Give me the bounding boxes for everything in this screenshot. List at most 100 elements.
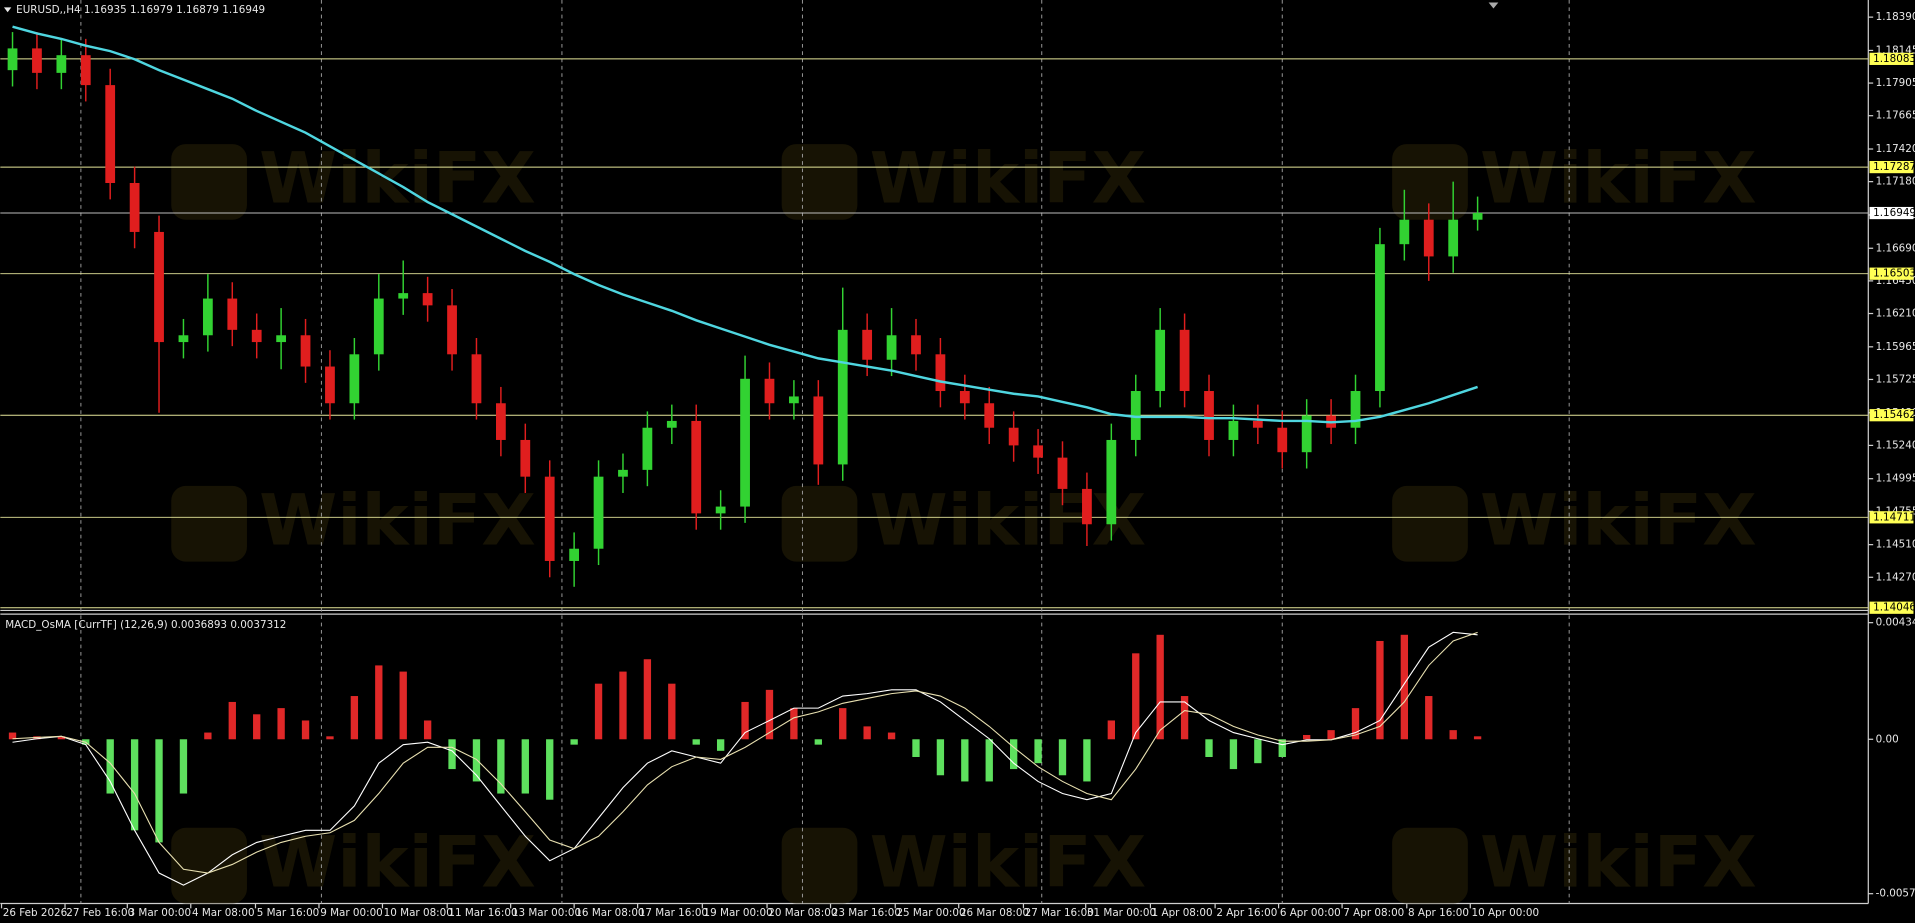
x-tick-label: 25 Mar 00:00 <box>896 907 965 919</box>
level-label: 1.14046 <box>1873 602 1915 614</box>
histogram-bar <box>839 708 847 740</box>
histogram-bar <box>1254 739 1262 764</box>
y-tick-label: 1.14270 <box>1876 571 1915 583</box>
watermark-logo <box>781 485 858 562</box>
level-label: 1.17287 <box>1873 161 1915 173</box>
watermark: WikiFX <box>870 479 1147 562</box>
indicator-header: MACD_OsMA [CurrTF] (12,26,9) 0.0036893 0… <box>5 619 286 631</box>
watermark: WikiFX <box>259 479 536 562</box>
histogram-bar <box>179 739 188 794</box>
candle-body <box>80 55 91 86</box>
candle-body <box>1301 415 1312 453</box>
histogram-bar <box>399 671 407 740</box>
candle-body <box>1399 219 1410 245</box>
candle-body <box>544 476 555 561</box>
candle-body <box>837 329 848 465</box>
histogram-bar <box>1229 739 1238 770</box>
candle-body <box>959 391 970 404</box>
watermark-logo <box>781 144 858 220</box>
level-label: 1.18083 <box>1873 53 1915 65</box>
bid-label: 1.16949 <box>1873 207 1915 219</box>
candle-body <box>666 420 677 428</box>
histogram-bar <box>1449 730 1457 740</box>
histogram-bar <box>375 665 383 740</box>
level-label: 1.16503 <box>1873 268 1915 280</box>
watermark: WikiFX <box>870 820 1147 903</box>
candle-body <box>251 329 262 343</box>
symbol-menu-icon[interactable] <box>3 7 12 13</box>
candle-body <box>349 354 360 404</box>
x-tick-label: 6 Apr 00:00 <box>1280 907 1341 919</box>
candle-body <box>1423 219 1434 257</box>
x-tick-label: 13 Mar 00:00 <box>512 907 581 919</box>
histogram-bar <box>985 739 993 782</box>
histogram-bar <box>619 671 627 740</box>
x-tick-label: 2 Apr 16:00 <box>1216 907 1277 919</box>
candle-body <box>715 506 726 514</box>
candle-body <box>1228 420 1239 440</box>
histogram-bar <box>1425 696 1433 740</box>
candle-body <box>105 85 116 183</box>
x-tick-label: 26 Feb 2026 <box>3 907 67 919</box>
candle-body <box>1448 219 1459 257</box>
candle-body <box>984 403 995 428</box>
candle-body <box>1106 439 1117 525</box>
histogram-bar <box>1205 739 1213 758</box>
histogram-bar <box>1327 730 1335 740</box>
candle-body <box>1008 427 1019 446</box>
candle-body <box>1472 212 1483 220</box>
candle-body <box>813 396 824 465</box>
level-label-box <box>1869 511 1914 524</box>
histogram-bar <box>814 739 822 745</box>
x-tick-label: 10 Mar 08:00 <box>384 907 453 919</box>
candle-body <box>618 469 628 477</box>
level-label: 1.15462 <box>1873 409 1915 421</box>
histogram-bar <box>521 739 529 794</box>
histogram-bar <box>106 739 114 794</box>
candle-body <box>447 305 457 355</box>
histogram-bar <box>790 708 798 740</box>
y-tick-label: 1.17665 <box>1876 110 1915 122</box>
watermark-logo <box>781 827 858 904</box>
x-tick-label: 19 Mar 00:00 <box>704 907 773 919</box>
candle-body <box>1204 391 1214 440</box>
candle-body <box>691 420 702 514</box>
candle-body <box>56 55 67 73</box>
histogram-bar <box>1278 739 1286 758</box>
moving-average <box>12 25 1478 424</box>
x-tick-label: 4 Mar 08:00 <box>192 907 255 919</box>
histogram-bar <box>765 689 774 740</box>
x-tick-label: 27 Mar 16:00 <box>1025 907 1094 919</box>
histogram-bar <box>1400 634 1409 740</box>
histogram-bar <box>716 739 725 751</box>
histogram-bar <box>1009 739 1018 770</box>
watermark-logo <box>171 485 247 562</box>
candle-body <box>471 354 482 404</box>
x-tick-label: 3 Mar 00:00 <box>129 907 192 919</box>
histogram-bar <box>887 732 896 740</box>
histogram-bar <box>936 739 945 776</box>
histogram-bar <box>448 739 456 770</box>
y-tick-label: 1.14510 <box>1876 539 1915 551</box>
y-tick-label: 1.16210 <box>1876 308 1915 320</box>
watermark: WikiFX <box>1480 820 1757 903</box>
candle-body <box>764 378 775 404</box>
candle-body <box>593 476 604 549</box>
histogram-bar <box>692 739 700 745</box>
histogram-bar <box>1473 736 1482 740</box>
candle-body <box>7 48 18 71</box>
x-tick-label: 20 Mar 08:00 <box>768 907 837 919</box>
histogram-bar <box>497 739 505 794</box>
histogram-bar <box>204 732 212 740</box>
candle-body <box>1057 457 1068 489</box>
watermark: WikiFX <box>870 137 1147 220</box>
level-label-box <box>1869 52 1914 65</box>
histogram-bar <box>643 659 652 740</box>
level-label-box <box>1869 160 1914 174</box>
histogram-bar <box>423 720 432 740</box>
x-tick-label: 27 Feb 16:00 <box>66 907 134 919</box>
histogram-bar <box>326 736 334 740</box>
histogram-bar <box>1083 739 1091 782</box>
